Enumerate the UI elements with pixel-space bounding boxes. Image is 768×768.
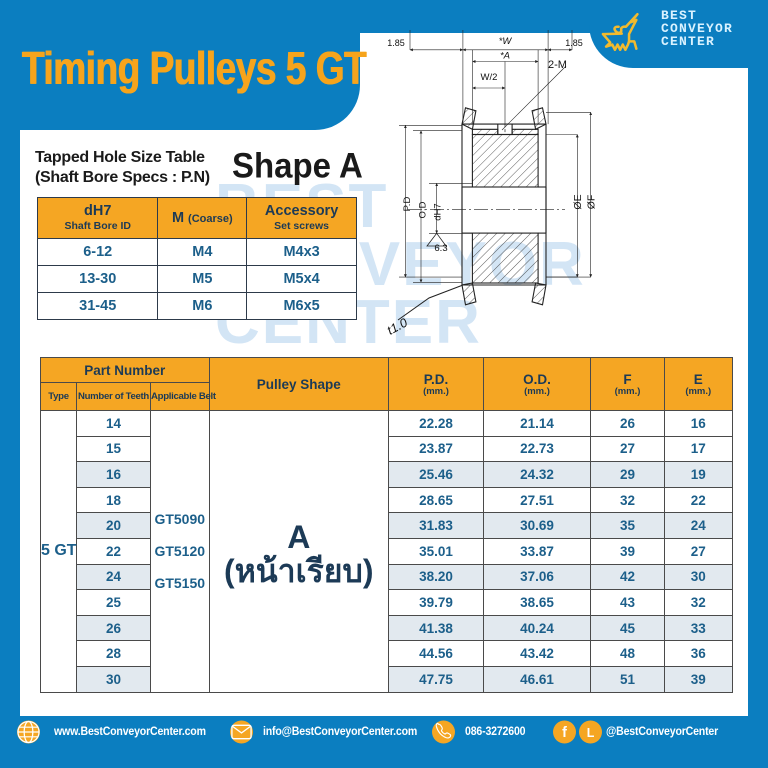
svg-text:ØF: ØF <box>586 195 598 210</box>
svg-text:L: L <box>587 726 595 740</box>
svg-text:*A: *A <box>500 51 510 62</box>
svg-text:1.85: 1.85 <box>387 38 405 48</box>
svg-text:dH7: dH7 <box>433 203 444 220</box>
svg-text:2-M: 2-M <box>548 59 567 71</box>
svg-text:ØE: ØE <box>572 194 584 209</box>
svg-text:f: f <box>562 725 567 741</box>
svg-text:W/2: W/2 <box>481 72 498 83</box>
svg-text:P.D: P.D <box>402 197 413 212</box>
svg-text:6.3: 6.3 <box>434 243 447 254</box>
svg-text:1.85: 1.85 <box>565 38 583 48</box>
svg-text:O.D: O.D <box>418 201 429 218</box>
svg-text:*W: *W <box>499 36 513 47</box>
